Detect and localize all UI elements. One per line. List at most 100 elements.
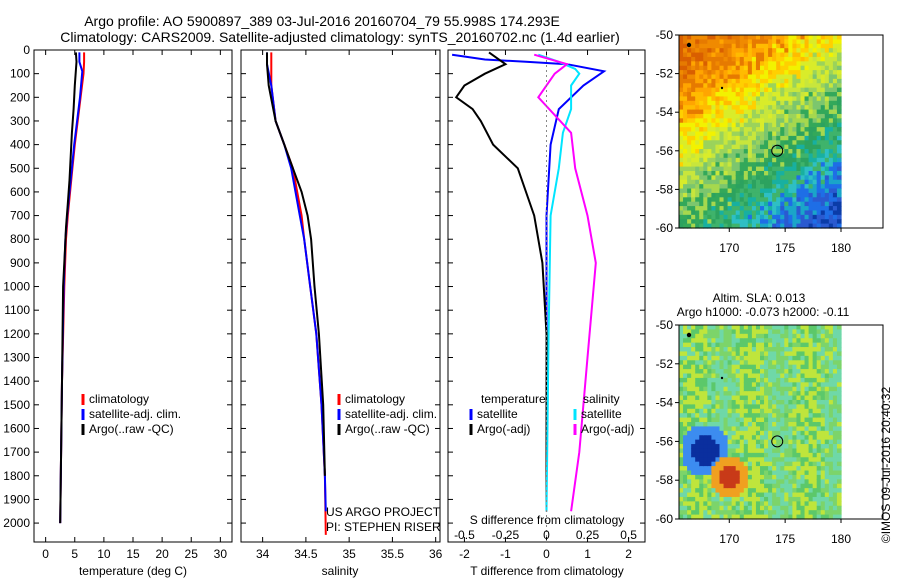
sla-heatmap-cell: [792, 333, 798, 339]
sst-heatmap-cell: [735, 219, 741, 225]
sst-heatmap-cell: [735, 188, 741, 194]
sla-heatmap-cell: [820, 470, 826, 476]
sst-heatmap-cell: [711, 52, 717, 58]
sst-heatmap-cell: [788, 52, 793, 58]
sst-heatmap-cell: [836, 149, 842, 155]
sla-heatmap-cell: [828, 430, 834, 436]
sla-heatmap-cell: [824, 404, 830, 410]
sst-heatmap-cell: [824, 188, 830, 194]
sla-heatmap-cell: [812, 466, 818, 472]
sst-heatmap-cell: [739, 113, 745, 119]
sst-heatmap-cell: [751, 214, 757, 220]
sst-heatmap-cell: [751, 113, 757, 119]
sst-heatmap-cell: [739, 219, 745, 225]
sst-heatmap-cell: [735, 78, 741, 84]
sst-heatmap-cell: [776, 61, 781, 67]
sst-heatmap-cell: [804, 48, 810, 54]
sla-heatmap-cell: [764, 430, 769, 436]
sst-heatmap-cell: [751, 35, 757, 40]
sla-heatmap-cell: [760, 377, 765, 383]
sla-heatmap-cell: [755, 435, 761, 441]
sla-heatmap-cell: [711, 444, 717, 450]
sla-heatmap-cell: [691, 333, 696, 339]
sla-heatmap-cell: [723, 514, 729, 520]
sst-heatmap-cell: [723, 100, 729, 106]
sla-heatmap-cell: [723, 338, 729, 344]
sst-heatmap-cell: [800, 74, 806, 80]
sla-heatmap-cell: [723, 444, 729, 450]
sst-heatmap-cell: [687, 96, 692, 102]
sla-heatmap-cell: [784, 488, 789, 494]
sst-heatmap-cell: [687, 74, 692, 80]
sst-heatmap-cell: [715, 179, 721, 185]
sla-heatmap-cell: [739, 435, 745, 441]
sla-heatmap-cell: [788, 347, 793, 353]
sla-heatmap-cell: [679, 488, 684, 494]
sla-heatmap-cell: [836, 444, 842, 450]
sst-heatmap-cell: [776, 188, 781, 194]
sst-heatmap-cell: [687, 122, 692, 128]
sst-heatmap-cell: [695, 149, 700, 155]
sla-heatmap-cell: [796, 483, 802, 489]
sla-heatmap-cell: [780, 461, 785, 467]
sla-y-tick-label: -58: [656, 473, 674, 487]
sla-heatmap-cell: [832, 408, 838, 414]
sla-heatmap-cell: [699, 408, 704, 414]
sla-heatmap-cell: [695, 470, 700, 476]
sla-heatmap-cell: [683, 386, 688, 392]
sla-heatmap-cell: [832, 435, 838, 441]
sst-heatmap-cell: [699, 52, 704, 58]
temperature-y-tick-label: 0: [23, 43, 30, 57]
sla-heatmap-cell: [832, 377, 838, 383]
sst-heatmap-cell: [755, 118, 761, 124]
sst-heatmap-cell: [836, 144, 842, 150]
sla-heatmap-cell: [784, 444, 789, 450]
sla-heatmap-cell: [731, 466, 737, 472]
sst-heatmap-cell: [776, 170, 781, 176]
sla-heatmap-cell: [764, 386, 769, 392]
difference-s-tick-label: 0.25: [576, 528, 600, 542]
sst-heatmap-cell: [776, 105, 781, 111]
sst-heatmap-cell: [723, 219, 729, 225]
sla-heatmap-cell: [703, 386, 708, 392]
sla-heatmap-cell: [788, 444, 793, 450]
sla-heatmap-cell: [804, 355, 810, 361]
sla-heatmap-cell: [695, 404, 700, 410]
sla-heatmap-cell: [695, 501, 700, 507]
sla-heatmap-cell: [772, 391, 777, 397]
sst-heatmap-cell: [816, 74, 822, 80]
sst-heatmap-cell: [679, 56, 684, 62]
sst-heatmap-cell: [747, 96, 753, 102]
sst-heatmap-cell: [828, 100, 834, 106]
sla-heatmap-cell: [816, 351, 822, 357]
sla-heatmap-cell: [796, 510, 802, 516]
sla-heatmap-cell: [755, 386, 761, 392]
sst-heatmap-cell: [780, 219, 785, 225]
sla-heatmap-cell: [828, 377, 834, 383]
sla-heatmap-cell: [743, 338, 749, 344]
sla-heatmap-cell: [768, 435, 773, 441]
sst-heatmap-cell: [800, 127, 806, 133]
sst-heatmap-cell: [755, 162, 761, 168]
sla-heatmap-cell: [816, 474, 822, 480]
sla-heatmap-cell: [703, 452, 708, 458]
sla-heatmap-cell: [739, 338, 745, 344]
sst-heatmap-cell: [679, 175, 684, 181]
sla-heatmap-cell: [824, 333, 830, 339]
sla-heatmap-cell: [772, 470, 777, 476]
sst-heatmap-cell: [816, 61, 822, 67]
sst-heatmap-cell: [727, 166, 733, 172]
sla-heatmap-cell: [715, 479, 721, 485]
sst-heatmap-cell: [836, 48, 842, 54]
sla-heatmap-cell: [760, 479, 765, 485]
sst-heatmap-cell: [820, 144, 826, 150]
sla-heatmap-cell: [735, 479, 741, 485]
sst-heatmap-cell: [812, 78, 818, 84]
sst-heatmap-cell: [715, 162, 721, 168]
sla-heatmap-cell: [804, 338, 810, 344]
sst-heatmap-cell: [796, 56, 802, 62]
sla-heatmap-cell: [780, 329, 785, 335]
sla-heatmap-cell: [703, 470, 708, 476]
sst-heatmap-cell: [707, 61, 712, 67]
sst-heatmap-cell: [699, 92, 704, 98]
